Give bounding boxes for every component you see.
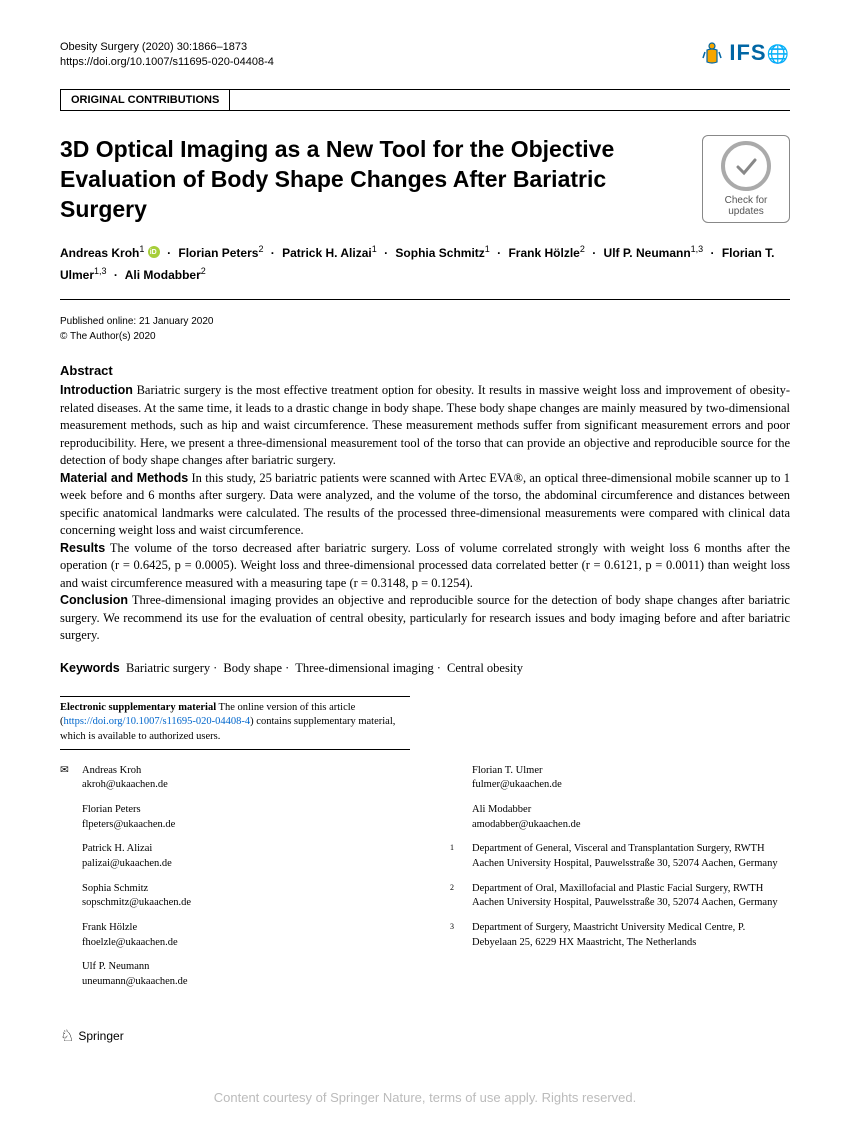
supplementary-material: Electronic supplementary material The on… (60, 696, 410, 750)
ifso-logo: IFS🌐 (699, 40, 790, 66)
results-label: Results (60, 541, 105, 555)
contact-email[interactable]: fulmer@ukaachen.de (472, 778, 790, 793)
contact-email[interactable]: amodabber@ukaachen.de (472, 818, 790, 833)
article-title: 3D Optical Imaging as a New Tool for the… (60, 135, 682, 225)
contact-name: Florian T. Ulmer (472, 764, 790, 779)
page-header: Obesity Surgery (2020) 30:1866–1873 http… (60, 40, 790, 71)
author-col-right: Florian T. Ulmer fulmer@ukaachen.de Ali … (450, 764, 790, 1000)
journal-reference: Obesity Surgery (2020) 30:1866–1873 (60, 40, 274, 55)
keyword: Body shape (223, 661, 282, 675)
contact-name: Florian Peters (82, 803, 400, 818)
orcid-icon[interactable] (148, 246, 160, 258)
affiliation-text: Department of Surgery, Maastricht Univer… (472, 922, 745, 948)
envelope-icon: ✉ (60, 764, 69, 779)
contact-block: Patrick H. Alizai palizai@ukaachen.de (60, 842, 400, 871)
contact-name: Andreas Kroh (82, 764, 400, 779)
contact-email[interactable]: akroh@ukaachen.de (82, 778, 400, 793)
title-row: 3D Optical Imaging as a New Tool for the… (60, 135, 790, 225)
doi-link[interactable]: https://doi.org/10.1007/s11695-020-04408… (60, 55, 274, 70)
supp-link[interactable]: https://doi.org/10.1007/s11695-020-04408… (64, 716, 251, 727)
contact-name: Frank Hölzle (82, 921, 400, 936)
contact-block: Ulf P. Neumann uneumann@ukaachen.de (60, 960, 400, 989)
keywords: Keywords Bariatric surgery· Body shape· … (60, 661, 790, 676)
page: Obesity Surgery (2020) 30:1866–1873 http… (0, 0, 850, 1076)
affiliation: 2 Department of Oral, Maxillofacial and … (450, 882, 790, 911)
affiliation-number: 2 (450, 882, 454, 893)
contact-email[interactable]: palizai@ukaachen.de (82, 857, 400, 872)
affiliation-number: 1 (450, 842, 454, 853)
affiliation: 3 Department of Surgery, Maastricht Univ… (450, 921, 790, 950)
contact-name: Patrick H. Alizai (82, 842, 400, 857)
publication-info: Published online: 21 January 2020 © The … (60, 314, 790, 344)
affiliation-text: Department of Oral, Maxillofacial and Pl… (472, 883, 778, 909)
springer-logo: ♘ Springer (60, 1026, 124, 1046)
journal-info: Obesity Surgery (2020) 30:1866–1873 http… (60, 40, 274, 71)
contact-name: Ali Modabber (472, 803, 790, 818)
conclusion-text: Three-dimensional imaging provides an ob… (60, 593, 790, 642)
contact-block: Frank Hölzle fhoelzle@ukaachen.de (60, 921, 400, 950)
author-info-section: ✉ Andreas Kroh akroh@ukaachen.de Florian… (60, 764, 790, 1000)
springer-horse-icon: ♘ (60, 1026, 74, 1046)
results-text: The volume of the torso decreased after … (60, 541, 790, 590)
check-updates-badge[interactable]: Check for updates (702, 135, 790, 223)
watermark: Content courtesy of Springer Nature, ter… (0, 1090, 850, 1105)
affiliation-number: 3 (450, 921, 454, 932)
conclusion-label: Conclusion (60, 593, 128, 607)
contact-email[interactable]: flpeters@ukaachen.de (82, 818, 400, 833)
keyword: Central obesity (447, 661, 523, 675)
publisher-name: Springer (78, 1029, 123, 1043)
intro-label: Introduction (60, 383, 133, 397)
article-category: ORIGINAL CONTRIBUTIONS (60, 90, 230, 110)
contact-block: Ali Modabber amodabber@ukaachen.de (450, 803, 790, 832)
contact-name: Ulf P. Neumann (82, 960, 400, 975)
check-updates-line1: Check for (725, 195, 768, 206)
published-date: Published online: 21 January 2020 (60, 314, 790, 329)
contact-email[interactable]: sopschmitz@ukaachen.de (82, 896, 400, 911)
category-bar: ORIGINAL CONTRIBUTIONS (60, 89, 790, 111)
supp-label: Electronic supplementary material (60, 702, 216, 713)
copyright: © The Author(s) 2020 (60, 329, 790, 344)
contact-block: Sophia Schmitz sopschmitz@ukaachen.de (60, 882, 400, 911)
affiliation-text: Department of General, Visceral and Tran… (472, 843, 778, 869)
contact-email[interactable]: fhoelzle@ukaachen.de (82, 936, 400, 951)
keyword: Three-dimensional imaging (295, 661, 434, 675)
keywords-label: Keywords (60, 661, 120, 675)
methods-label: Material and Methods (60, 471, 188, 485)
page-footer: ♘ Springer (60, 1026, 790, 1046)
ifso-text: IFS🌐 (729, 40, 790, 66)
abstract: Abstract Introduction Bariatric surgery … (60, 362, 790, 645)
keyword: Bariatric surgery (126, 661, 210, 675)
crossmark-icon (721, 141, 771, 191)
author-col-left: ✉ Andreas Kroh akroh@ukaachen.de Florian… (60, 764, 400, 1000)
check-updates-line2: updates (728, 206, 764, 217)
intro-text: Bariatric surgery is the most effective … (60, 383, 790, 467)
contact-block: Florian Peters flpeters@ukaachen.de (60, 803, 400, 832)
authors-list: Andreas Kroh1 · Florian Peters2 · Patric… (60, 242, 790, 299)
contact-block: Florian T. Ulmer fulmer@ukaachen.de (450, 764, 790, 793)
contact-email[interactable]: uneumann@ukaachen.de (82, 975, 400, 990)
contact-block: ✉ Andreas Kroh akroh@ukaachen.de (60, 764, 400, 793)
contact-name: Sophia Schmitz (82, 882, 400, 897)
ifso-figure-icon (699, 40, 725, 66)
affiliation: 1 Department of General, Visceral and Tr… (450, 842, 790, 871)
abstract-heading: Abstract (60, 362, 790, 380)
